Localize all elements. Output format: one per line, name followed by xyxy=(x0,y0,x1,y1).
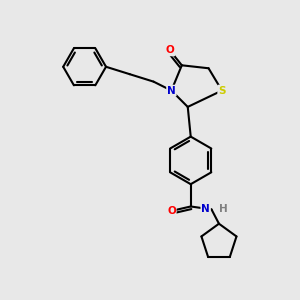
Text: N: N xyxy=(201,204,210,214)
Text: S: S xyxy=(218,85,226,96)
Text: N: N xyxy=(167,85,176,96)
Text: H: H xyxy=(219,204,228,214)
Text: O: O xyxy=(167,206,176,216)
Text: O: O xyxy=(166,45,174,56)
